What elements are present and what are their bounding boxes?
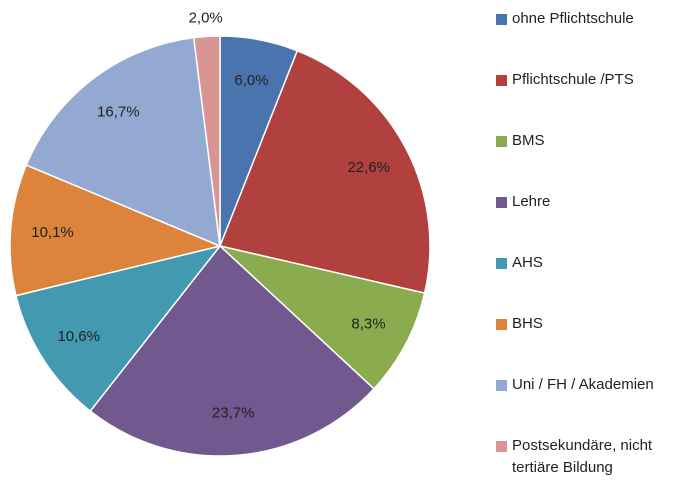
legend-label: Pflichtschule /PTS [512, 71, 634, 88]
legend-item: Lehre [496, 191, 550, 213]
pie-slice [15, 244, 222, 413]
pie-slice [192, 35, 221, 247]
legend-label: BMS [512, 132, 545, 149]
legend-label: Lehre [512, 193, 551, 210]
legend-label: AHS [512, 254, 543, 271]
data-label: 2,0% [189, 9, 223, 26]
legend-item: ohne Pflichtschule [496, 8, 634, 30]
data-label: 8,3% [351, 316, 385, 333]
data-label: 22,6% [347, 159, 390, 176]
data-label: 6,0% [234, 72, 268, 89]
data-label: 10,1% [31, 224, 74, 241]
legend-label: Postsekundäre, nicht tertiäre Bildung [512, 437, 653, 476]
pie-slice [89, 244, 376, 457]
legend-swatch [496, 380, 507, 391]
legend-swatch [496, 197, 507, 208]
data-label: 10,6% [57, 328, 100, 345]
legend-label: BHS [512, 315, 543, 332]
legend-swatch [496, 319, 507, 330]
legend-item: Pflichtschule /PTS [496, 69, 634, 91]
legend-label: ohne Pflichtschule [512, 10, 634, 27]
legend-swatch [496, 258, 507, 269]
legend-item: Uni / FH / Akademien [496, 374, 654, 396]
data-label: 23,7% [212, 404, 255, 421]
data-label: 16,7% [97, 103, 140, 120]
legend-swatch [496, 14, 507, 25]
legend-item: Postsekundäre, nicht tertiäre Bildung [496, 435, 686, 479]
pie-slice [217, 244, 426, 390]
legend-swatch [496, 441, 507, 452]
pie-slice [218, 49, 431, 294]
legend-swatch [496, 136, 507, 147]
pie-slice [9, 164, 223, 297]
legend-swatch [496, 75, 507, 86]
pie-slice [25, 36, 221, 248]
legend-label: Uni / FH / Akademien [512, 376, 654, 393]
legend-item: AHS [496, 252, 543, 274]
legend-item: BMS [496, 130, 545, 152]
legend-item: BHS [496, 313, 543, 335]
